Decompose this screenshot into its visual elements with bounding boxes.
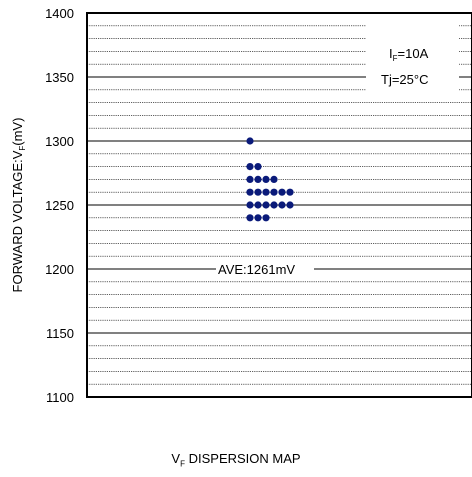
y-tick-label: 1350: [45, 70, 74, 85]
data-point: [270, 176, 277, 183]
y-tick-label: 1150: [46, 326, 74, 341]
data-point: [254, 176, 261, 183]
data-point: [278, 201, 285, 208]
y-tick-labels: 1100 1150 1200 1250 1300 1350 1400: [45, 6, 74, 405]
data-point: [278, 189, 285, 196]
data-point: [254, 163, 261, 170]
data-point: [246, 189, 253, 196]
y-tick-label: 1250: [45, 198, 74, 213]
data-point: [254, 214, 261, 221]
data-point: [246, 214, 253, 221]
y-tick-label: 1300: [45, 134, 74, 149]
x-axis-title: VF DISPERSION MAP: [0, 451, 472, 469]
data-point: [254, 201, 261, 208]
y-tick-label: 1200: [45, 262, 74, 277]
data-point: [246, 201, 253, 208]
y-tick-label: 1100: [46, 390, 74, 405]
average-label: AVE:1261mV: [218, 262, 295, 277]
y-tick-label: 1400: [45, 6, 74, 21]
data-point: [286, 189, 293, 196]
y-axis-title: FORWARD VOLTAGE:VF(mV): [10, 118, 27, 293]
data-point: [286, 201, 293, 208]
data-point: [246, 137, 253, 144]
data-point: [246, 176, 253, 183]
data-point: [270, 201, 277, 208]
data-point: [254, 189, 261, 196]
data-point: [262, 189, 269, 196]
data-point: [262, 214, 269, 221]
data-point: [246, 163, 253, 170]
data-point: [262, 201, 269, 208]
data-point: [262, 176, 269, 183]
data-point: [270, 189, 277, 196]
condition-temperature: Tj=25°C: [381, 72, 428, 87]
